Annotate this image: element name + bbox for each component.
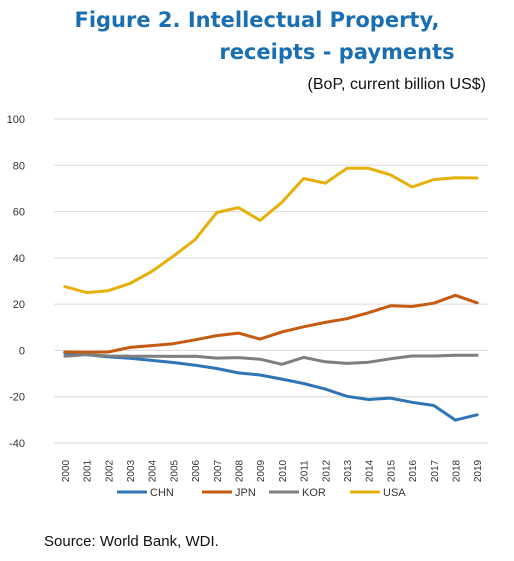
x-tick-label: 2005 (169, 459, 180, 482)
x-tick-label: 2011 (300, 460, 311, 482)
source-note: Source: World Bank, WDI. (44, 533, 219, 550)
x-tick-label: 2009 (256, 459, 267, 482)
y-tick-label: 40 (13, 253, 25, 265)
x-tick-label: 2012 (321, 459, 332, 482)
y-tick-label: -40 (9, 438, 25, 450)
series-line-kor (63, 353, 479, 366)
x-tick-label: 2013 (343, 459, 354, 482)
y-tick-label: -20 (9, 392, 25, 404)
y-tick-label: 80 (13, 160, 25, 172)
series-line-jpn (63, 293, 479, 354)
x-tick-label: 2001 (83, 459, 94, 482)
x-tick-label: 2006 (191, 459, 202, 482)
legend-label-usa: USA (383, 487, 406, 499)
legend-label-jpn: JPN (235, 487, 256, 499)
line-chart: 100 80 60 40 20 0 -20 -40 2000 2001 2002 2003 2004 20… (7, 114, 488, 499)
x-tick-label: 2014 (365, 459, 376, 482)
y-tick-label: 20 (13, 299, 25, 311)
series-line-chn (63, 351, 479, 422)
x-tick-label: 2016 (408, 459, 419, 482)
chart-title-line2: receipts - payments (219, 40, 455, 64)
x-tick-label: 2018 (451, 459, 462, 482)
x-tick-label: 2003 (126, 459, 137, 482)
x-tick-label: 2007 (213, 459, 224, 482)
legend-label-kor: KOR (302, 487, 326, 499)
chart-units: (BoP, current billion US$) (307, 76, 486, 93)
y-tick-label: 60 (13, 207, 25, 219)
x-tick-label: 2015 (386, 459, 397, 482)
y-tick-label: 100 (7, 114, 25, 126)
series-line-usa (63, 166, 479, 295)
x-tick-label: 2000 (61, 459, 72, 482)
x-tick-label: 2019 (473, 459, 484, 482)
y-tick-label: 0 (19, 345, 25, 357)
x-tick-label: 2017 (430, 459, 441, 482)
x-tick-label: 2010 (278, 459, 289, 482)
x-tick-label: 2008 (234, 459, 245, 482)
chart-title-line1: Figure 2. Intellectual Property, (74, 8, 440, 32)
legend-label-chn: CHN (150, 487, 174, 499)
x-tick-label: 2004 (148, 459, 159, 482)
x-tick-label: 2002 (104, 459, 115, 482)
